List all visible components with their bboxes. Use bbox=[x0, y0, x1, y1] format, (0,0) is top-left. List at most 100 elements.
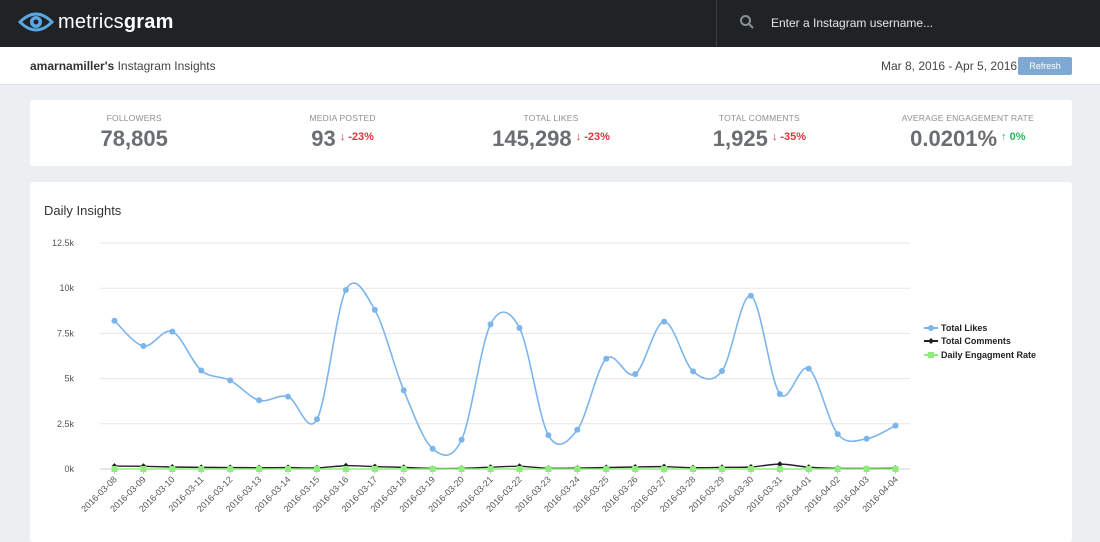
data-point-engagement bbox=[863, 466, 870, 472]
data-point-likes bbox=[805, 365, 812, 372]
legend-label: Total Comments bbox=[941, 336, 1011, 347]
search-area bbox=[716, 0, 1100, 47]
y-tick-label: 5k bbox=[64, 374, 74, 384]
data-point-engagement bbox=[892, 466, 899, 472]
chart-legend: Total Likes Total Comments Daily Engagme… bbox=[924, 321, 1036, 362]
stat-value: 1,925 bbox=[712, 126, 768, 151]
refresh-button[interactable]: Refresh bbox=[1018, 57, 1072, 75]
data-point-likes bbox=[256, 397, 263, 404]
legend-item-likes[interactable]: Total Likes bbox=[924, 321, 1036, 335]
y-tick-label: 0k bbox=[64, 464, 74, 474]
stat-change: ↓ -23% bbox=[339, 131, 374, 143]
data-point-likes bbox=[169, 328, 176, 335]
title-suffix: Instagram Insights bbox=[117, 59, 216, 73]
stat-change: ↓ -23% bbox=[575, 131, 610, 143]
data-point-engagement bbox=[487, 466, 494, 472]
data-point-likes bbox=[892, 422, 899, 429]
data-point-engagement bbox=[690, 466, 697, 472]
data-point-likes bbox=[747, 292, 754, 299]
page-title: amarnamiller's Instagram Insights bbox=[30, 59, 216, 73]
series-line-likes bbox=[113, 282, 896, 456]
data-point-engagement bbox=[342, 466, 349, 472]
stat-label: MEDIA POSTED bbox=[309, 113, 376, 123]
data-point-engagement bbox=[545, 466, 552, 472]
data-point-comments bbox=[776, 461, 783, 468]
stat-total-comments: TOTAL COMMENTS 1,925 ↓ -35% bbox=[655, 100, 863, 166]
eye-logo-icon bbox=[18, 12, 54, 32]
stat-label: TOTAL COMMENTS bbox=[718, 113, 800, 123]
data-point-likes bbox=[285, 393, 292, 400]
data-point-likes bbox=[342, 287, 349, 294]
data-point-likes bbox=[516, 324, 523, 331]
data-point-likes bbox=[198, 367, 205, 374]
data-point-likes bbox=[718, 368, 725, 375]
data-point-likes bbox=[661, 318, 668, 325]
data-point-engagement bbox=[834, 466, 841, 472]
y-tick-label: 2.5k bbox=[57, 419, 75, 429]
data-point-likes bbox=[458, 436, 465, 443]
arrow-down-icon: ↓ bbox=[339, 131, 346, 143]
daily-insights-card: 0k 2.5k 5k 7.5k 10k 12.5k 2016-03-08 2016-03-09… bbox=[30, 182, 1072, 542]
data-point-engagement bbox=[661, 466, 668, 472]
search-icon bbox=[740, 15, 754, 29]
stat-label: FOLLOWERS bbox=[106, 113, 162, 123]
summary-stats-card: FOLLOWERS 78,805 MEDIA POSTED 93 ↓ -23% … bbox=[30, 100, 1072, 166]
data-point-likes bbox=[111, 317, 118, 324]
data-point-likes bbox=[690, 368, 697, 375]
username-search-input[interactable] bbox=[769, 10, 1089, 36]
stat-change: ↓ -35% bbox=[771, 131, 807, 143]
data-point-engagement bbox=[285, 466, 292, 472]
legend-item-engagement[interactable]: Daily Engagment Rate bbox=[924, 348, 1036, 362]
data-point-likes bbox=[429, 445, 436, 452]
data-point-engagement bbox=[776, 466, 783, 472]
data-point-engagement bbox=[198, 466, 205, 472]
data-point-likes bbox=[776, 390, 783, 397]
y-tick-label: 12.5k bbox=[52, 238, 75, 248]
data-point-engagement bbox=[516, 466, 523, 472]
data-point-likes bbox=[371, 306, 378, 313]
legend-item-comments[interactable]: Total Comments bbox=[924, 335, 1036, 349]
data-point-engagement bbox=[400, 466, 407, 472]
y-tick-label: 7.5k bbox=[57, 328, 75, 338]
legend-swatch-likes bbox=[924, 324, 938, 331]
data-point-likes bbox=[400, 387, 407, 394]
data-point-engagement bbox=[805, 466, 812, 472]
stat-media-posted: MEDIA POSTED 93 ↓ -23% bbox=[238, 100, 446, 166]
data-point-engagement bbox=[111, 466, 118, 472]
stat-value: 0.0201% bbox=[910, 126, 998, 151]
username-label: amarnamiller's bbox=[30, 59, 115, 73]
stat-engagement-rate: AVERAGE ENGAGEMENT RATE 0.0201% ↑ 0% bbox=[864, 100, 1072, 166]
stat-label: AVERAGE ENGAGEMENT RATE bbox=[901, 113, 1034, 123]
data-point-engagement bbox=[169, 466, 176, 472]
data-point-engagement bbox=[632, 466, 639, 472]
chart-title: Daily Insights bbox=[44, 203, 122, 218]
arrow-up-icon: ↑ bbox=[1001, 131, 1007, 143]
stat-total-likes: TOTAL LIKES 145,298 ↓ -23% bbox=[447, 100, 655, 166]
app-logo[interactable]: metricsgram bbox=[18, 6, 174, 38]
data-point-likes bbox=[834, 431, 841, 438]
logo-text: metricsgram bbox=[58, 10, 174, 33]
arrow-down-icon: ↓ bbox=[771, 131, 778, 143]
data-point-engagement bbox=[227, 466, 234, 472]
data-point-likes bbox=[140, 343, 147, 350]
stat-label: TOTAL LIKES bbox=[523, 113, 579, 123]
legend-label: Daily Engagment Rate bbox=[941, 349, 1037, 360]
data-point-engagement bbox=[458, 466, 465, 472]
data-point-likes bbox=[313, 416, 320, 423]
data-point-engagement bbox=[574, 466, 581, 472]
data-point-engagement bbox=[429, 466, 436, 472]
data-point-likes bbox=[545, 432, 552, 439]
stat-value: 145,298 bbox=[492, 126, 572, 151]
stat-value: 93 bbox=[311, 126, 336, 151]
data-point-likes bbox=[863, 435, 870, 442]
data-point-engagement bbox=[140, 466, 147, 472]
data-point-engagement bbox=[371, 466, 378, 472]
legend-swatch-engagement bbox=[924, 351, 938, 358]
y-tick-label: 10k bbox=[59, 283, 74, 293]
data-point-engagement bbox=[747, 466, 754, 472]
data-point-engagement bbox=[718, 466, 725, 472]
stat-followers: FOLLOWERS 78,805 bbox=[30, 100, 238, 166]
insights-header: amarnamiller's Instagram Insights Mar 8,… bbox=[0, 47, 1100, 85]
date-range[interactable]: Mar 8, 2016 - Apr 5, 2016 bbox=[881, 59, 1018, 73]
data-point-engagement bbox=[603, 466, 610, 472]
